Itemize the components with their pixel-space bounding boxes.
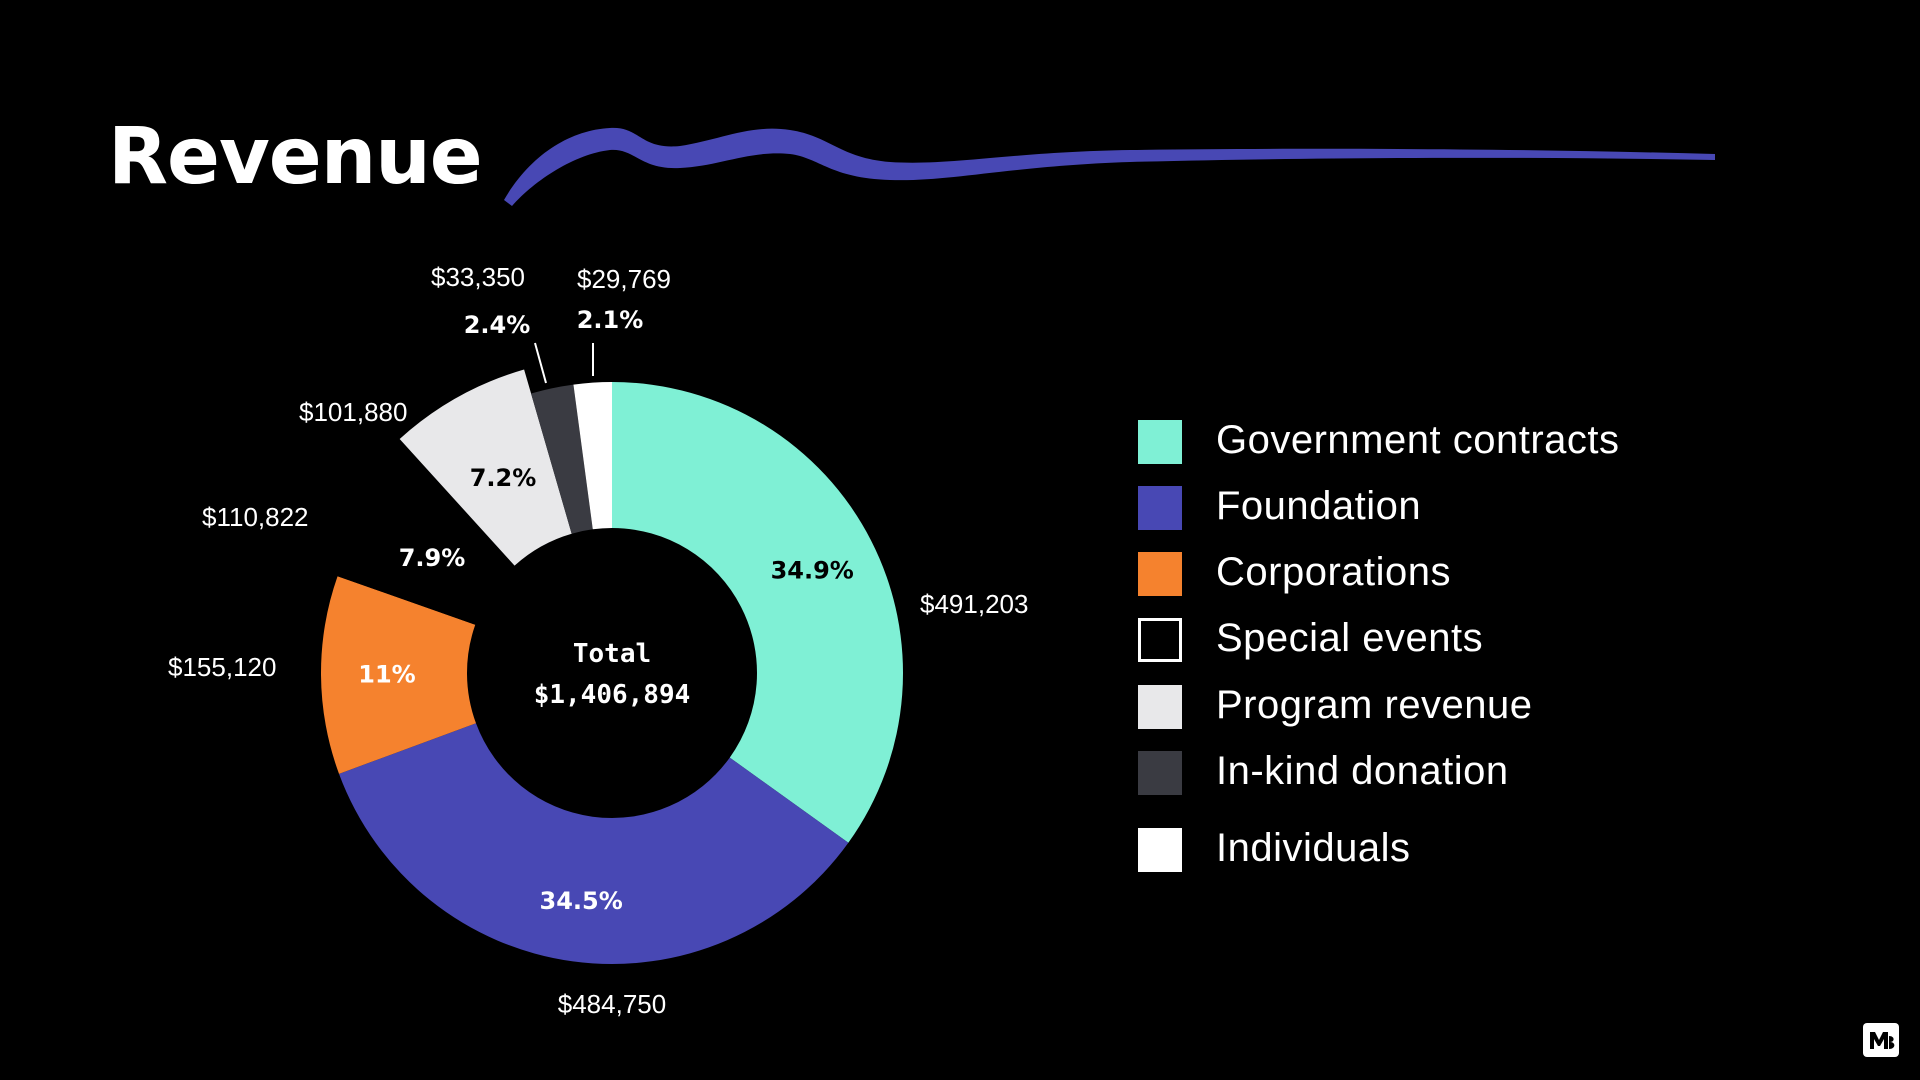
brush-stroke-decoration: [504, 127, 1715, 206]
legend-swatch-corporations: [1138, 552, 1182, 596]
slice-special-events: [337, 457, 515, 625]
legend-label: Special events: [1216, 616, 1484, 660]
legend-item-corporations: Corporations: [1138, 550, 1738, 596]
leader-line-in-kind-donation: [534, 342, 547, 384]
legend-swatch-special-events: [1138, 618, 1182, 662]
legend-label: Corporations: [1216, 550, 1452, 594]
mb-logo-icon: [1863, 1023, 1899, 1057]
leader-lines: [534, 342, 594, 384]
amount-label-foundation: $484,750: [558, 989, 666, 1019]
center-total-label: Total: [573, 639, 651, 669]
percent-label-in-kind-donation: 2.4%: [464, 311, 531, 339]
legend-item-individuals: Individuals: [1138, 826, 1738, 872]
legend-item-program-revenue: Program revenue: [1138, 683, 1738, 729]
percent-labels: 34.9% 34.5% 11% 7.9% 7.2% 2.4% 2.1%: [358, 306, 854, 915]
amount-label-government-contracts: $491,203: [920, 589, 1028, 619]
legend-label: In-kind donation: [1216, 749, 1509, 793]
slice-program-revenue: [399, 369, 572, 566]
slice-individuals: [573, 382, 612, 530]
legend-label: Program revenue: [1216, 683, 1533, 727]
legend-item-foundation: Foundation: [1138, 484, 1738, 530]
slice-corporations: [321, 576, 476, 774]
slice-government-contracts: [612, 382, 903, 843]
legend-item-government-contracts: Government contracts: [1138, 418, 1738, 464]
percent-label-foundation: 34.5%: [540, 887, 623, 915]
page-title: Revenue: [108, 112, 483, 202]
legend-swatch-government-contracts: [1138, 420, 1182, 464]
legend-swatch-individuals: [1138, 828, 1182, 872]
slice-in-kind-donation: [531, 384, 593, 534]
amount-labels: $491,203 $484,750 $155,120 $110,822 $101,880…: [168, 262, 1028, 1019]
legend-swatch-in-kind-donation: [1138, 751, 1182, 795]
legend-label: Government contracts: [1216, 418, 1620, 462]
amount-label-individuals: $29,769: [577, 264, 671, 294]
legend-swatch-program-revenue: [1138, 685, 1182, 729]
legend-label: Foundation: [1216, 484, 1422, 528]
legend-label: Individuals: [1216, 826, 1411, 870]
percent-label-individuals: 2.1%: [577, 306, 644, 334]
legend-item-in-kind-donation: In-kind donation: [1138, 749, 1738, 795]
slice-foundation: [339, 723, 849, 964]
amount-label-in-kind-donation: $33,350: [431, 262, 525, 292]
donut-slices: [321, 369, 903, 964]
percent-label-special-events: 7.9%: [399, 544, 466, 572]
amount-label-program-revenue: $101,880: [299, 397, 407, 427]
percent-label-program-revenue: 7.2%: [470, 464, 537, 492]
amount-label-special-events: $110,822: [202, 502, 309, 532]
center-total-value: $1,406,894: [534, 680, 691, 710]
percent-label-corporations: 11%: [358, 661, 415, 689]
amount-label-corporations: $155,120: [168, 652, 276, 682]
legend-swatch-foundation: [1138, 486, 1182, 530]
legend-item-special-events: Special events: [1138, 616, 1738, 662]
percent-label-government-contracts: 34.9%: [771, 556, 854, 584]
